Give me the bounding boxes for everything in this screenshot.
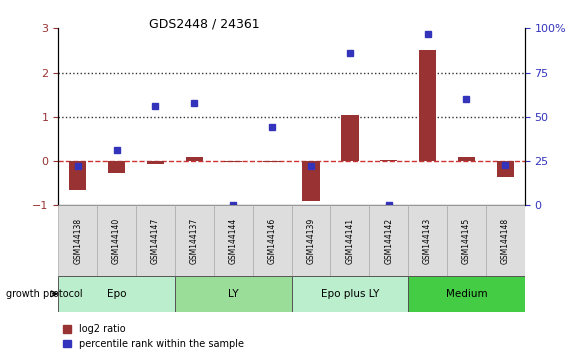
Bar	[419, 51, 436, 161]
Text: GSM144139: GSM144139	[307, 218, 315, 264]
Text: GSM144141: GSM144141	[345, 218, 354, 264]
Text: GSM144142: GSM144142	[384, 218, 393, 264]
Bar	[408, 276, 525, 312]
Bar	[69, 161, 86, 190]
Bar	[497, 161, 514, 177]
Text: GSM144147: GSM144147	[151, 218, 160, 264]
Bar	[486, 205, 525, 276]
Text: Medium: Medium	[445, 289, 487, 299]
Bar	[264, 161, 281, 162]
Bar	[302, 161, 319, 201]
Text: LY: LY	[228, 289, 238, 299]
Bar	[341, 115, 359, 161]
Legend: log2 ratio, percentile rank within the sample: log2 ratio, percentile rank within the s…	[63, 324, 244, 349]
Bar	[369, 205, 408, 276]
Bar	[147, 161, 164, 164]
Bar	[292, 205, 331, 276]
Text: GSM144145: GSM144145	[462, 218, 471, 264]
Text: GSM144138: GSM144138	[73, 218, 82, 264]
Text: GSM144146: GSM144146	[268, 218, 276, 264]
Bar	[447, 205, 486, 276]
Bar	[108, 161, 125, 173]
Text: GSM144144: GSM144144	[229, 218, 238, 264]
Bar	[175, 205, 214, 276]
Text: GSM144140: GSM144140	[112, 218, 121, 264]
Bar	[252, 205, 292, 276]
Bar	[136, 205, 175, 276]
Bar	[214, 205, 252, 276]
Text: GSM144148: GSM144148	[501, 218, 510, 264]
Text: GSM144137: GSM144137	[190, 218, 199, 264]
Bar	[408, 205, 447, 276]
Bar	[185, 156, 203, 161]
Bar	[224, 161, 242, 162]
Text: GDS2448 / 24361: GDS2448 / 24361	[149, 18, 259, 31]
Bar	[97, 205, 136, 276]
Text: Epo plus LY: Epo plus LY	[321, 289, 379, 299]
Bar	[458, 156, 475, 161]
Bar	[380, 160, 398, 161]
Bar	[58, 276, 175, 312]
Bar	[331, 205, 369, 276]
Bar	[175, 276, 292, 312]
Text: growth protocol: growth protocol	[6, 289, 82, 299]
Text: GSM144143: GSM144143	[423, 218, 432, 264]
Bar	[292, 276, 408, 312]
Text: Epo: Epo	[107, 289, 127, 299]
Bar	[58, 205, 97, 276]
